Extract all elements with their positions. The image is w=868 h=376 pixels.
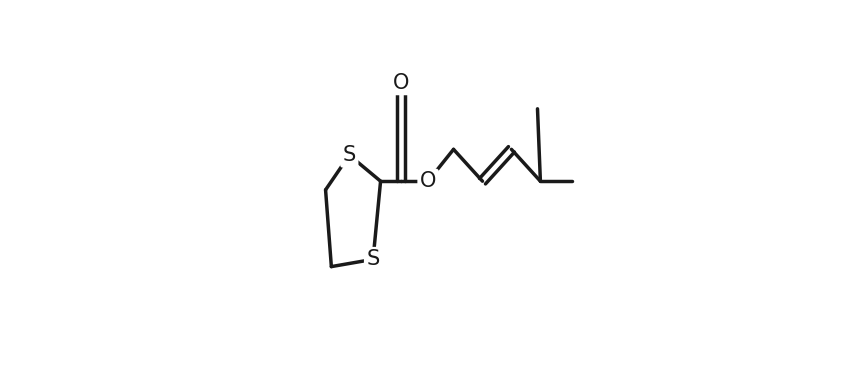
Text: S: S <box>366 249 379 269</box>
Text: O: O <box>420 171 437 191</box>
Text: O: O <box>393 73 410 93</box>
Text: S: S <box>343 145 356 165</box>
